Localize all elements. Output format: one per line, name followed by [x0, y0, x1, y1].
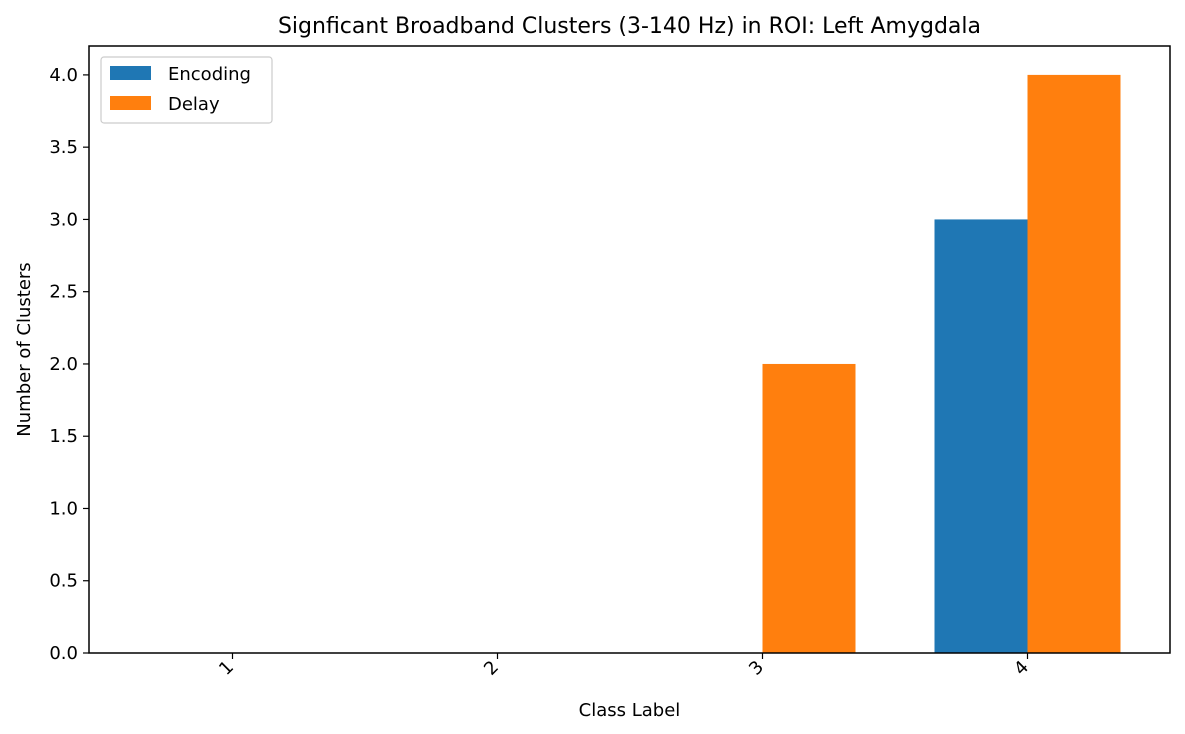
x-tick-label: 3	[745, 657, 768, 680]
bar-encoding-4	[934, 219, 1028, 653]
y-tick-label: 4.0	[49, 65, 78, 86]
y-tick-label: 1.5	[49, 426, 78, 447]
y-tick-label: 0.5	[49, 571, 78, 592]
x-tick-label: 4	[1010, 657, 1033, 680]
y-tick-label: 1.0	[49, 498, 78, 519]
legend-swatch-delay	[110, 96, 151, 110]
plot-frame	[88, 45, 1171, 654]
legend: Encoding Delay	[100, 56, 273, 124]
x-tick-label: 2	[480, 657, 503, 680]
y-tick-label: 2.5	[49, 282, 78, 303]
y-tick-label: 0.0	[49, 643, 78, 664]
legend-swatch-encoding	[110, 66, 151, 80]
y-tick-label: 3.0	[49, 209, 78, 230]
bar-delay-4	[1027, 74, 1121, 653]
y-tick-label: 3.5	[49, 137, 78, 158]
bars-layer	[762, 74, 1121, 653]
legend-label-encoding: Encoding	[168, 64, 251, 85]
bar-delay-3	[762, 363, 856, 653]
x-axis: 1 2 3 4	[215, 653, 1033, 680]
y-tick-label: 2.0	[49, 354, 78, 375]
x-tick-label: 1	[215, 657, 238, 680]
y-axis: 0.0 0.5 1.0 1.5 2.0 2.5 3.0 3.5 4.0	[49, 65, 89, 664]
x-axis-label: Class Label	[579, 700, 681, 721]
legend-label-delay: Delay	[168, 94, 220, 115]
chart-title: Signficant Broadband Clusters (3-140 Hz)…	[278, 14, 981, 39]
y-axis-label: Number of Clusters	[14, 262, 35, 436]
